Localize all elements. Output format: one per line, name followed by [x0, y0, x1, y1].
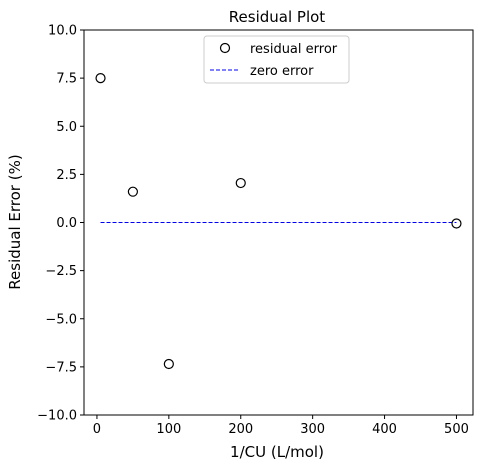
residual-point — [163, 358, 174, 370]
legend: residual error zero error — [203, 35, 350, 84]
residual-point — [451, 218, 462, 229]
residual-point — [235, 177, 246, 189]
y-axis-label: Residual Error (%) — [6, 154, 24, 289]
y-tick-label: 7.5 — [56, 72, 77, 87]
x-tick-label: 0 — [93, 422, 101, 437]
y-tick-label: 5.0 — [56, 120, 77, 135]
x-tick-label: 400 — [372, 422, 397, 437]
y-axis-ticks: −10.0 −7.5 −5.0 −2.5 0.0 2.5 5.0 7.5 10.0 — [37, 24, 84, 424]
residual-point — [95, 73, 106, 84]
x-axis-ticks: 0 100 200 300 400 500 — [93, 415, 469, 437]
x-tick-label: 100 — [156, 422, 181, 437]
y-tick-label: 0.0 — [56, 216, 77, 231]
y-tick-label: −2.5 — [45, 264, 77, 279]
y-tick-label: 2.5 — [56, 168, 77, 183]
chart-title: Residual Plot — [229, 8, 326, 26]
legend-label-zero-error: zero error — [250, 64, 314, 79]
series-layer — [95, 73, 462, 370]
plot-frame — [83, 29, 474, 416]
y-tick-label: 10.0 — [48, 24, 77, 39]
legend-marker-residual-error — [219, 42, 231, 54]
y-tick-label: −5.0 — [45, 312, 77, 327]
legend-label-residual-error: residual error — [250, 42, 338, 57]
x-axis-label: 1/CU (L/mol) — [230, 443, 324, 461]
y-tick-label: −10.0 — [37, 409, 77, 424]
x-tick-label: 300 — [300, 422, 325, 437]
residual-point — [127, 186, 138, 197]
x-tick-label: 200 — [228, 422, 253, 437]
y-tick-label: −7.5 — [45, 360, 77, 375]
legend-box — [203, 35, 350, 84]
x-tick-label: 500 — [444, 422, 469, 437]
